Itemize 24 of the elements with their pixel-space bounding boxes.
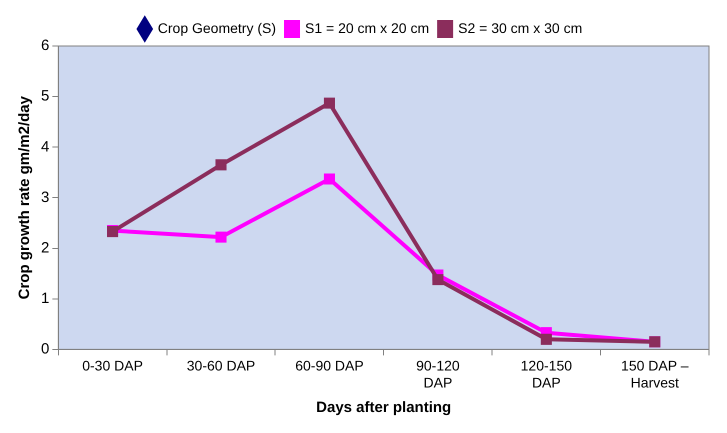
point xyxy=(324,98,335,109)
y-tick-label: 1 xyxy=(41,290,50,307)
y-tick-label: 5 xyxy=(41,88,50,105)
x-tick-label: 60-90 DAP xyxy=(295,358,364,374)
x-tick-label: 30-60 DAP xyxy=(186,358,256,374)
x-tick-label: 90-120 DAP xyxy=(416,358,460,390)
point xyxy=(215,232,227,243)
y-tick-label: 3 xyxy=(41,188,50,206)
y-axis-title: Crop growth rate gm/m2/day xyxy=(16,95,34,300)
y-tick-label: 2 xyxy=(41,239,50,256)
legend-label: S1 = 20 cm x 20 cm xyxy=(305,20,430,36)
y-tick-label: 6 xyxy=(41,37,50,54)
x-axis-title: Days after planting xyxy=(316,399,452,416)
y-tick-label: 4 xyxy=(41,138,50,156)
x-tick-label: 150 DAP – Harvest xyxy=(621,358,689,390)
point xyxy=(432,274,444,286)
y-tick-label: 0 xyxy=(41,340,50,358)
legend-label: Crop Geometry (S) xyxy=(158,20,276,36)
point xyxy=(324,173,335,185)
legend-label: S2 = 30 cm x 30 cm xyxy=(458,20,582,36)
point xyxy=(215,159,227,170)
x-tick-label: 120-150 DAP xyxy=(520,358,572,390)
point xyxy=(540,334,552,345)
x-tick-label: 0-30 DAP xyxy=(82,358,143,374)
